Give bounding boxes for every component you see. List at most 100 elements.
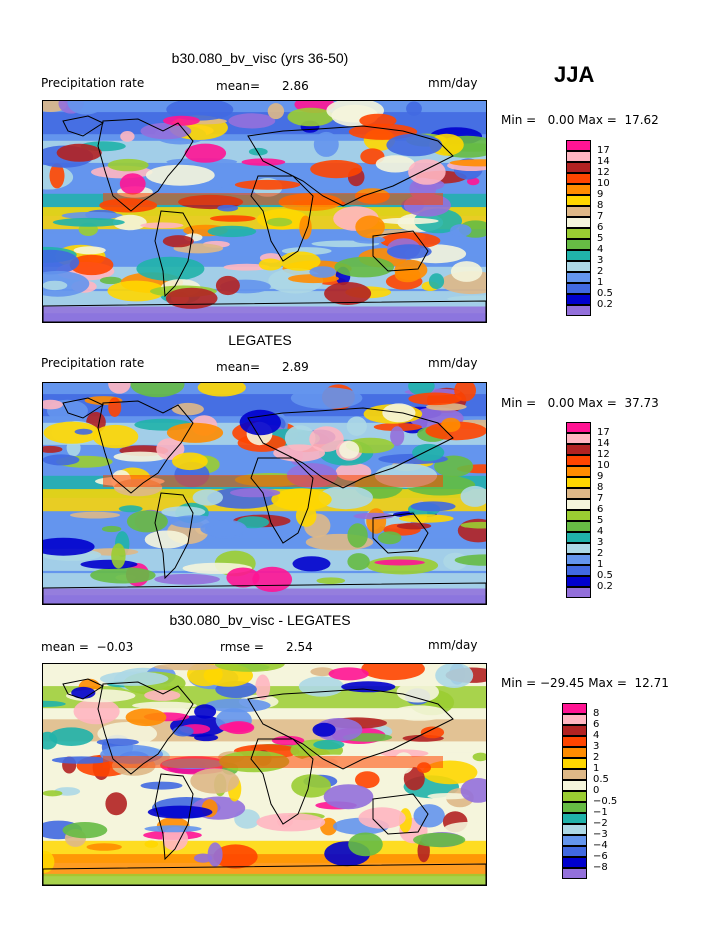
legend-swatch	[562, 813, 587, 824]
panel-1-map	[42, 100, 487, 323]
legend-label: 12	[597, 167, 610, 178]
legend-label: 7	[597, 493, 604, 504]
legend-label: −2	[593, 818, 608, 829]
legend-label: 0	[593, 785, 600, 796]
legend-swatch	[566, 272, 591, 283]
panel-1-minmax: Min = 0.00 Max = 17.62	[501, 113, 659, 127]
legend-swatch	[566, 510, 591, 521]
legend-swatch	[562, 703, 587, 714]
legend-swatch	[562, 725, 587, 736]
legend-swatch	[566, 162, 591, 173]
legend-label: −1	[593, 807, 608, 818]
legend-swatch	[566, 239, 591, 250]
legend-swatch	[566, 455, 591, 466]
legend-swatch	[566, 422, 591, 433]
legend-swatch	[566, 477, 591, 488]
legend-swatch	[566, 543, 591, 554]
legend-swatch	[566, 283, 591, 294]
legend-swatch	[562, 802, 587, 813]
legend-label: 17	[597, 427, 610, 438]
panel-3-units: mm/day	[428, 638, 478, 652]
legend-label: 4	[597, 244, 604, 255]
legend-label: 6	[593, 719, 600, 730]
legend-swatch	[566, 140, 591, 151]
legend-label: 14	[597, 438, 610, 449]
legend-label: 12	[597, 449, 610, 460]
legend-swatch	[562, 769, 587, 780]
panel-3-legend: 8 6 4 3 2 1 0.5 0 −0.5 −1 −2 −3 −4 −6 −8	[562, 703, 622, 883]
legend-swatch	[562, 758, 587, 769]
legend-swatch	[562, 824, 587, 835]
legend-swatch	[566, 433, 591, 444]
legend-label: −4	[593, 840, 608, 851]
legend-label: 1	[597, 277, 604, 288]
legend-label: 3	[593, 741, 600, 752]
legend-swatch	[566, 444, 591, 455]
panel-1-units: mm/day	[428, 76, 478, 90]
legend-label: −8	[593, 862, 608, 873]
legend-swatch	[566, 565, 591, 576]
season-label: JJA	[554, 62, 595, 87]
panel-1-mean-label: mean=	[216, 79, 261, 93]
legend-swatch	[566, 532, 591, 543]
legend-swatch	[566, 261, 591, 272]
legend-label: 2	[593, 752, 600, 763]
legend-swatch	[566, 294, 591, 305]
legend-label: −6	[593, 851, 608, 862]
legend-label: 10	[597, 460, 610, 471]
panel-2-units: mm/day	[428, 356, 478, 370]
legend-label: 5	[597, 515, 604, 526]
panel-2-legend: 17 14 12 10 9 8 7 6 5 4 3 2 1 0.5 0.2	[566, 422, 626, 602]
legend-swatch	[566, 521, 591, 532]
legend-label: 1	[593, 763, 600, 774]
legend-swatch	[566, 466, 591, 477]
legend-swatch	[566, 173, 591, 184]
legend-label: 2	[597, 266, 604, 277]
legend-swatch	[566, 228, 591, 239]
legend-label: 8	[597, 200, 604, 211]
legend-swatch	[562, 846, 587, 857]
panel-3-rmse-label: rmse =	[220, 640, 264, 654]
legend-swatch	[562, 714, 587, 725]
legend-swatch	[562, 835, 587, 846]
panel-3-minmax: Min = −29.45 Max = 12.71	[501, 676, 669, 690]
legend-label: 0.2	[597, 299, 613, 310]
panel-2-map	[42, 382, 487, 605]
legend-swatch	[562, 868, 587, 879]
legend-label: 0.5	[593, 774, 609, 785]
legend-label: 3	[597, 255, 604, 266]
panel-1-mean-value: 2.86	[282, 79, 309, 93]
legend-swatch	[566, 576, 591, 587]
legend-label: 2	[597, 548, 604, 559]
legend-label: 6	[597, 222, 604, 233]
legend-label: 0.5	[597, 288, 613, 299]
legend-swatch	[566, 195, 591, 206]
legend-label: 5	[597, 233, 604, 244]
legend-label: 3	[597, 537, 604, 548]
legend-label: 4	[593, 730, 600, 741]
legend-swatch	[566, 488, 591, 499]
legend-swatch	[566, 587, 591, 598]
legend-swatch	[562, 736, 587, 747]
panel-2-mean-value: 2.89	[282, 360, 309, 374]
legend-label: 6	[597, 504, 604, 515]
panel-1-legend: 17 14 12 10 9 8 7 6 5 4 3 2 1 0.5 0.2	[566, 140, 626, 320]
legend-label: 0.2	[597, 581, 613, 592]
legend-label: 17	[597, 145, 610, 156]
panel-2-minmax: Min = 0.00 Max = 37.73	[501, 396, 659, 410]
panel-2-title: LEGATES	[228, 332, 292, 348]
legend-swatch	[566, 499, 591, 510]
legend-swatch	[562, 747, 587, 758]
legend-label: 9	[597, 189, 604, 200]
panel-2-mean-label: mean=	[216, 360, 261, 374]
legend-label: 10	[597, 178, 610, 189]
panel-3-title: b30.080_bv_visc - LEGATES	[169, 612, 351, 628]
legend-swatch	[566, 206, 591, 217]
panel-2-variable-label: Precipitation rate	[41, 356, 145, 370]
legend-label: 9	[597, 471, 604, 482]
legend-swatch	[566, 305, 591, 316]
legend-swatch	[566, 250, 591, 261]
legend-label: 0.5	[597, 570, 613, 581]
legend-label: 14	[597, 156, 610, 167]
legend-label: 4	[597, 526, 604, 537]
